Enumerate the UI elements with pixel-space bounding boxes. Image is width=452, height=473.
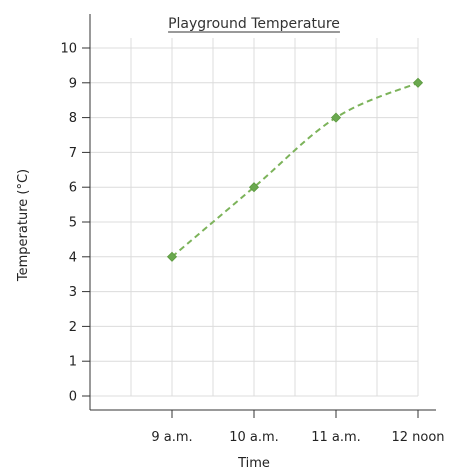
data-point xyxy=(166,251,178,262)
grid xyxy=(90,38,419,397)
x-tick-label: 11 a.m. xyxy=(311,430,361,445)
series-line xyxy=(171,81,419,258)
x-tick-label: 12 noon xyxy=(391,430,444,445)
axes xyxy=(89,14,436,411)
y-tick-label: 2 xyxy=(69,320,77,335)
x-axis-label: Time xyxy=(237,456,270,471)
y-tick-label: 5 xyxy=(69,216,77,231)
y-ticks: 0 1 2 3 4 5 6 7 8 9 10 xyxy=(60,42,90,405)
series xyxy=(166,77,424,262)
y-tick-label: 10 xyxy=(60,42,77,57)
y-tick-label: 6 xyxy=(69,181,77,196)
data-point xyxy=(330,112,342,123)
x-ticks: 9 a.m. 10 a.m. 11 a.m. 12 noon xyxy=(151,410,445,445)
y-tick-label: 7 xyxy=(69,146,77,161)
x-tick-label: 9 a.m. xyxy=(151,430,192,445)
y-tick-label: 0 xyxy=(69,390,77,405)
y-tick-label: 3 xyxy=(69,285,77,300)
y-axis-label: Temperature (°C) xyxy=(16,169,31,282)
y-tick-label: 8 xyxy=(69,111,77,126)
chart-title: Playground Temperature xyxy=(168,16,340,32)
y-tick-label: 4 xyxy=(69,250,77,265)
x-tick-label: 10 a.m. xyxy=(229,430,279,445)
data-point xyxy=(412,77,424,88)
y-tick-label: 1 xyxy=(69,355,77,370)
data-point xyxy=(248,182,260,193)
y-tick-label: 9 xyxy=(69,76,77,91)
